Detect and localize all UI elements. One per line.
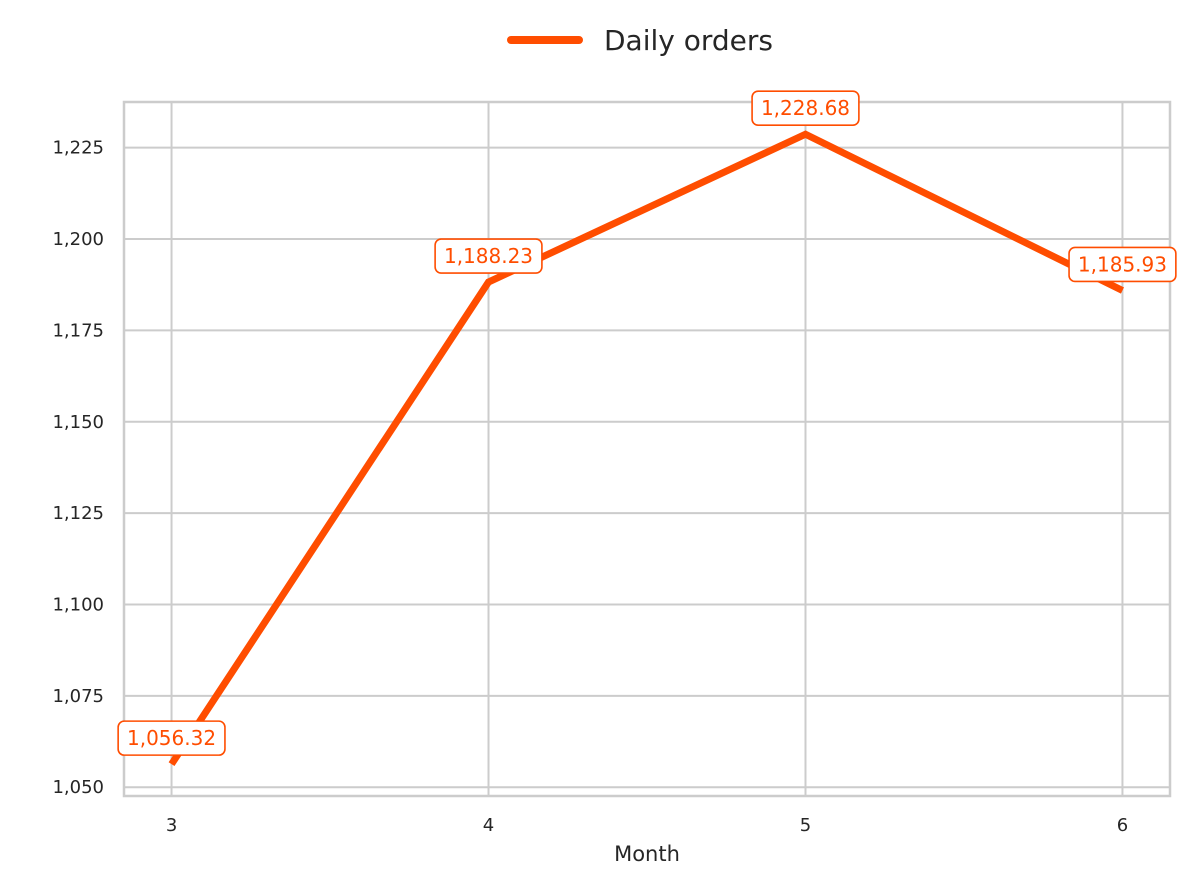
- y-tick-label-1100: 1,100: [52, 595, 104, 616]
- y-tick-label-1175: 1,175: [52, 320, 104, 341]
- data-label-1: 1,056.32: [117, 720, 226, 756]
- data-label-4: 1,185.93: [1068, 246, 1177, 283]
- x-tick-label-3: 3: [166, 815, 177, 836]
- data-label-text-1: 1,056.32: [127, 726, 216, 750]
- y-tick-label-1050: 1,050: [52, 777, 104, 798]
- y-tick-label-1150: 1,150: [52, 412, 104, 433]
- data-label-text-4: 1,185.93: [1078, 252, 1167, 276]
- data-label-box-4: [1068, 246, 1177, 283]
- data-label-2: 1,188.23: [434, 238, 543, 274]
- x-tick-label-4: 4: [483, 815, 494, 836]
- data-label-3: 1,228.68: [751, 90, 860, 127]
- data-label-text-2: 1,188.23: [444, 244, 533, 268]
- data-labels: 1,056.32 1,188.23 1,228.68 1,185.93: [117, 90, 1177, 756]
- y-tick-label-1075: 1,075: [52, 686, 104, 707]
- y-tick-label-1200: 1,200: [52, 229, 104, 250]
- legend: Daily orders: [507, 24, 773, 57]
- x-tick-label-6: 6: [1117, 815, 1128, 836]
- data-label-box-2: [434, 238, 543, 274]
- legend-label-daily-orders: Daily orders: [604, 24, 773, 57]
- x-tick-labels: 3 4 5 6: [166, 815, 1128, 836]
- data-label-text-3: 1,228.68: [761, 96, 850, 120]
- x-axis-title: Month: [614, 842, 680, 866]
- x-tick-label-5: 5: [800, 815, 811, 836]
- series-layer: [168, 130, 1125, 767]
- data-label-box-3: [751, 90, 860, 127]
- y-tick-label-1125: 1,125: [52, 503, 104, 524]
- data-label-box-1: [117, 720, 226, 756]
- y-tick-labels: 1,050 1,075 1,100 1,125 1,150 1,175 1,200 1,225: [52, 138, 104, 799]
- series-line-daily-orders: [168, 130, 1125, 767]
- y-tick-label-1225: 1,225: [52, 138, 104, 159]
- y-gridlines: [124, 146, 1170, 789]
- x-gridlines: [170, 102, 1124, 796]
- plot-area-frame: [122, 100, 1172, 798]
